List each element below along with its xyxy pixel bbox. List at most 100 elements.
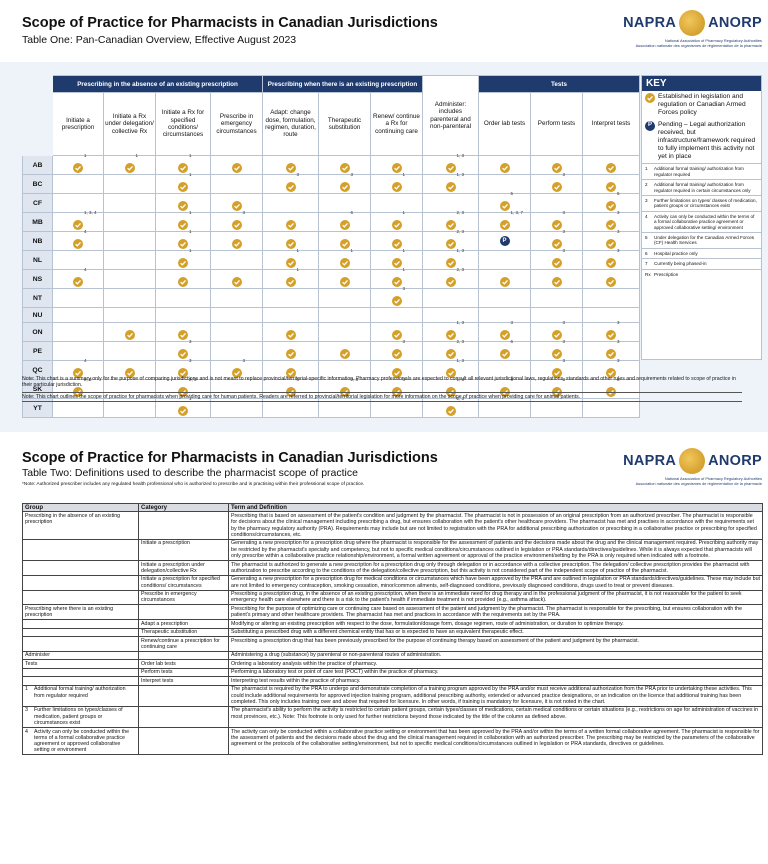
check-icon	[391, 217, 402, 230]
cell	[318, 269, 371, 289]
cell-content: 1	[178, 229, 192, 250]
definition-row: Initiate a prescription under delegation…	[22, 559, 763, 576]
column-header: Initiate a Rx under delegation/ collecti…	[103, 92, 156, 156]
check-icon	[178, 198, 188, 211]
definition-row: Prescribing where there is an existing p…	[22, 604, 763, 621]
cell-content: 1, 3	[445, 172, 464, 193]
cell: 3	[370, 286, 423, 308]
group	[22, 619, 139, 629]
cell: 3	[581, 320, 641, 343]
cell: 1, 3	[422, 377, 479, 400]
check-icon	[606, 365, 616, 378]
cell-content	[231, 232, 242, 250]
footnote-ref: 3	[189, 358, 192, 364]
tagline-line: Association nationale des organismes de …	[635, 42, 762, 48]
group	[22, 636, 139, 652]
definition-row: Administer Administering a drug (substanc…	[22, 650, 763, 661]
key-footnote: 4 Activity can only be conducted within t…	[642, 210, 761, 232]
check-icon	[445, 236, 456, 249]
check-icon	[339, 255, 350, 268]
logo-text: ANORP	[708, 453, 762, 469]
cell: 1, 3	[422, 153, 479, 175]
check-icon	[339, 179, 350, 192]
cell-content	[391, 323, 402, 341]
check-icon	[445, 346, 456, 359]
footnote-number: 3	[645, 198, 648, 203]
footnote-group: 4 Activity can only be conducted within t…	[25, 729, 136, 754]
key-box: KEY Established in legislation and regula…	[641, 75, 762, 360]
footnote-ref: 3	[562, 339, 566, 345]
page-two-subtitle: Table Two: Definitions used to describe …	[22, 467, 358, 479]
footnote-group: 3 Further limitations on types/classes of…	[25, 707, 136, 726]
footnote-ref: 3	[562, 229, 566, 234]
check-icon	[606, 255, 616, 268]
jurisdiction-row: NL 1 1 1 1 1, 3 3 3	[22, 248, 641, 270]
check-icon	[551, 160, 562, 173]
check-icon	[178, 217, 188, 230]
cell: 2, 3	[422, 229, 479, 251]
jurisdiction-row: YT 1 2, 3	[22, 396, 641, 419]
cell-content: 4	[73, 267, 87, 288]
cell: 3	[581, 339, 641, 362]
footnote-ref: 3	[562, 210, 566, 215]
pending-icon: P	[499, 235, 510, 246]
footnote-ref: 3	[617, 339, 620, 345]
footnote-ref: 3	[617, 377, 620, 383]
category: Initiate a prescription	[138, 538, 229, 561]
check-icon	[606, 179, 616, 192]
check-icon	[551, 365, 562, 378]
definition-row: Prescribe in emergency circumstances Pres…	[22, 589, 763, 606]
footnote-ref: 1	[402, 210, 406, 215]
cell	[210, 250, 263, 270]
cell	[262, 341, 319, 362]
cell-content: 4	[73, 358, 87, 379]
cell	[262, 155, 319, 175]
cell: 1	[370, 172, 423, 194]
cell-content: 1	[339, 248, 353, 269]
footnote-ref: 1	[402, 267, 406, 272]
check-icon	[285, 179, 296, 192]
cell	[262, 193, 319, 213]
definition: Modifying or altering an existing prescr…	[228, 619, 763, 629]
cell: 6	[318, 210, 371, 232]
cell-content	[124, 361, 135, 379]
logo-names: NAPRA ANORP	[596, 10, 762, 36]
check-icon	[551, 179, 562, 192]
check-icon	[231, 198, 242, 211]
column-header-row: Initiate a prescription Initiate a Rx und…	[23, 92, 641, 156]
check-icon	[285, 365, 296, 378]
cell	[103, 322, 156, 343]
cell	[318, 288, 371, 308]
footnote-ref: 3	[242, 358, 246, 364]
check-icon	[391, 160, 402, 173]
column-header: Perform tests	[530, 92, 583, 156]
jurisdiction-row: SK 2, 3 2, 3 3 2, 3 3 1, 3 6 3 3	[22, 377, 641, 400]
definition-row: Renew/continue a prescription for contin…	[22, 636, 763, 652]
check-icon	[178, 255, 188, 268]
cell-content: 1, 3	[445, 320, 464, 341]
column-header: Group	[22, 502, 139, 513]
cell	[422, 193, 479, 213]
footnote-text: Additional formal training/ authorizatio…	[34, 686, 126, 699]
check-icon	[499, 160, 510, 173]
cell-content: 3	[606, 358, 620, 379]
check-icon	[73, 236, 83, 249]
cell: 1	[155, 229, 211, 251]
category: Perform tests	[138, 667, 229, 678]
check-icon	[124, 327, 135, 340]
cell-content	[339, 270, 350, 288]
jurisdiction: NT	[22, 288, 53, 308]
definition: Performing a laboratory test or point of…	[228, 667, 763, 678]
cell-content: 1	[391, 210, 405, 231]
check-icon	[178, 327, 188, 340]
logo-names: NAPRA ANORP	[596, 448, 762, 474]
footnote-ref: 3	[402, 286, 406, 291]
cell	[581, 288, 641, 308]
footnote-ref: 6	[510, 339, 514, 345]
check-icon	[391, 293, 402, 306]
group: 4 Activity can only be conducted within t…	[22, 726, 139, 756]
cell	[478, 174, 531, 194]
cell: 3	[262, 172, 319, 194]
check-icon	[499, 274, 510, 287]
column-header: Term and Definition	[228, 502, 763, 513]
